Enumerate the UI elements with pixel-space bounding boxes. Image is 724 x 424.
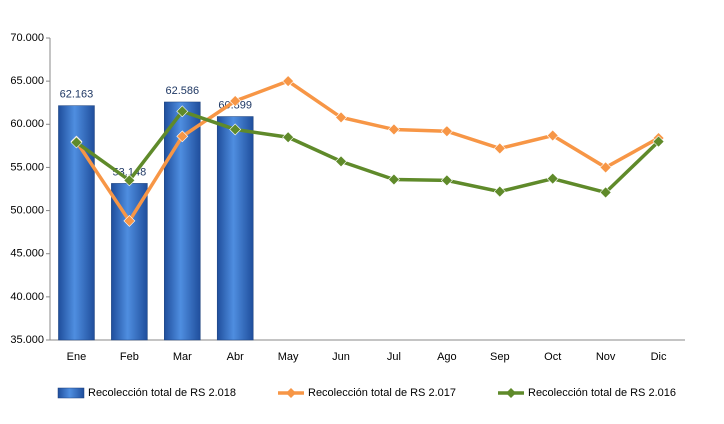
bar [216, 116, 254, 341]
line-marker [388, 123, 400, 136]
x-tick-label: Nov [596, 351, 616, 363]
y-tick-label: 60.000 [10, 118, 44, 130]
line-marker [335, 111, 347, 124]
data-label: 62.586 [165, 85, 199, 97]
line-marker [282, 131, 295, 144]
x-tick-label: May [278, 351, 299, 363]
legend-marker [506, 388, 516, 398]
y-tick-label: 70.000 [10, 32, 44, 44]
legend-swatch [57, 387, 85, 399]
x-tick-label: Ago [437, 351, 457, 363]
line-marker [229, 123, 242, 136]
line-marker [176, 105, 189, 118]
data-label: 62.163 [60, 89, 94, 101]
line-marker [282, 75, 295, 88]
line [75, 79, 660, 225]
x-tick-label: Dic [651, 351, 667, 363]
y-tick-label: 40.000 [10, 291, 44, 303]
line-marker [335, 155, 347, 168]
y-tick-label: 55.000 [10, 161, 44, 173]
line-marker [176, 130, 189, 143]
y-tick-label: 50.000 [10, 204, 44, 216]
x-tick-label: Sep [490, 351, 510, 363]
line-marker [546, 129, 559, 142]
bar [111, 183, 148, 341]
legend-label: Recolección total de RS 2.018 [88, 387, 236, 399]
line [75, 109, 660, 195]
line-marker [652, 135, 665, 148]
line-marker [599, 161, 612, 174]
legend-label: Recolección total de RS 2.016 [528, 387, 676, 399]
line-marker [70, 136, 83, 149]
line-marker [388, 173, 400, 186]
line-marker [123, 174, 136, 187]
x-tick-label: Oct [544, 351, 561, 363]
x-tick-label: Abr [227, 351, 244, 363]
legend-marker [286, 388, 296, 398]
legend-label: Recolección total de RS 2.017 [308, 387, 456, 399]
x-tick-label: Mar [173, 351, 192, 363]
y-tick-label: 45.000 [10, 248, 44, 260]
y-tick-label: 35.000 [10, 334, 44, 346]
x-tick-label: Jun [332, 351, 350, 363]
line-marker [440, 125, 453, 138]
line-marker [123, 215, 136, 227]
line-marker [493, 142, 506, 155]
line-marker [229, 95, 242, 107]
y-tick-label: 65.000 [10, 75, 44, 87]
line-marker [546, 172, 559, 185]
x-tick-label: Feb [120, 351, 139, 363]
line-marker [493, 185, 506, 198]
line-marker [599, 186, 612, 199]
x-tick-label: Ene [67, 351, 87, 363]
x-tick-label: Jul [387, 351, 401, 363]
line-marker [440, 174, 453, 187]
